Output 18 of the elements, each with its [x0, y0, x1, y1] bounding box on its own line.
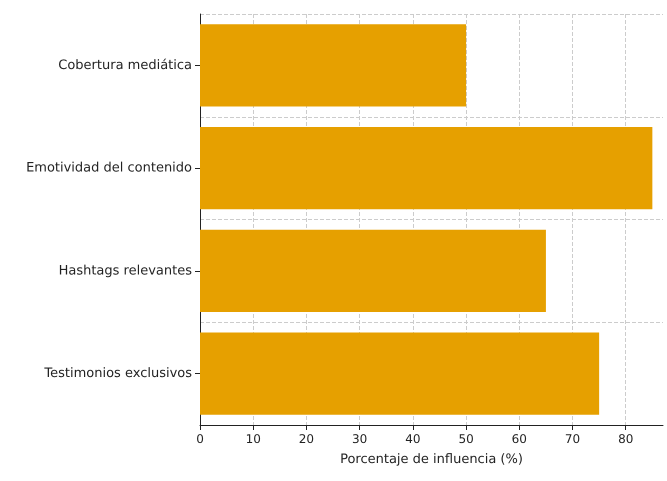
bar — [200, 332, 600, 415]
bar — [200, 230, 546, 312]
x-tick-label: 70 — [564, 432, 580, 446]
x-tick-label: 80 — [618, 432, 634, 446]
x-tick-label: 40 — [405, 432, 421, 446]
x-tick-label: 20 — [298, 432, 314, 446]
bar — [200, 24, 466, 106]
x-tick-label: 50 — [458, 432, 474, 446]
x-tick-label: 0 — [196, 432, 204, 446]
x-axis-title: Porcentaje de influencia (%) — [340, 452, 523, 467]
bar — [200, 127, 652, 210]
y-tick-label: Emotividad del contenido — [26, 160, 192, 176]
x-tick-label: 30 — [352, 432, 368, 446]
y-tick-label: Hashtags relevantes — [58, 263, 192, 278]
x-tick-label: 10 — [246, 432, 261, 446]
y-tick-label: Testimonios exclusivos — [43, 366, 192, 382]
x-tick-label: 60 — [512, 432, 527, 446]
y-tick-label: Cobertura mediática — [58, 58, 192, 73]
